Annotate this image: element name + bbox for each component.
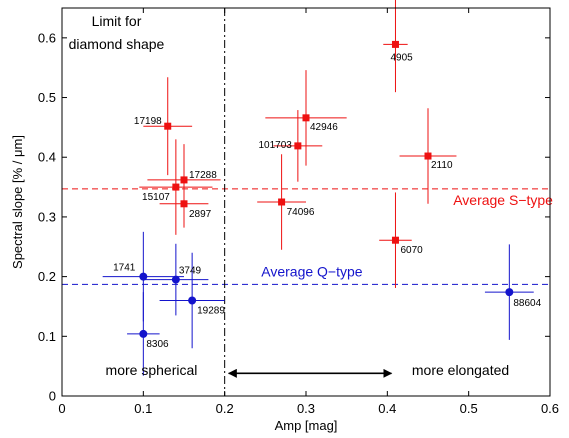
- point-label-4905: 4905: [390, 52, 413, 63]
- annotation-2-line-0: more elongated: [412, 362, 509, 378]
- data-points: [139, 40, 514, 338]
- point-labels: 17198 17288 15107 2897 101703 42946 74096 4905 2…: [113, 52, 541, 350]
- point-4905: [391, 40, 399, 48]
- ref-label-s_type: Average S−type: [453, 192, 553, 208]
- point-17198: [164, 122, 172, 130]
- point-8306: [139, 329, 148, 338]
- xtick-label-3: 0.3: [297, 401, 315, 416]
- point-19289: [188, 296, 197, 305]
- point-label-2897: 2897: [189, 209, 212, 220]
- point-label-3749: 3749: [179, 266, 202, 277]
- ytick-label-2: 0.2: [38, 269, 56, 284]
- annotations: Limit for diamond shape more spherical more…: [69, 13, 510, 378]
- ytick-label-5: 0.5: [38, 90, 56, 105]
- point-2110: [424, 152, 432, 160]
- point-6070: [391, 236, 399, 244]
- ytick-label-6: 0.6: [38, 30, 56, 45]
- point-label-88604: 88604: [513, 298, 541, 309]
- xtick-label-0: 0: [58, 401, 65, 416]
- annotation-0-line-0: Limit for: [92, 13, 142, 29]
- point-label-17288: 17288: [189, 170, 217, 181]
- ytick-label-1: 0.1: [38, 329, 56, 344]
- ytick-label-3: 0.3: [38, 209, 56, 224]
- ref-label-q_type: Average Q−type: [261, 263, 363, 279]
- point-88604: [505, 288, 514, 297]
- point-label-6070: 6070: [400, 245, 423, 256]
- annotation-1-line-0: more spherical: [106, 362, 198, 378]
- point-74096: [278, 198, 286, 206]
- ytick-label-4: 0.4: [38, 150, 56, 165]
- point-label-74096: 74096: [287, 207, 315, 218]
- point-label-1741: 1741: [113, 263, 136, 274]
- point-17288: [180, 176, 188, 184]
- point-label-17198: 17198: [134, 116, 162, 127]
- point-15107: [172, 183, 180, 191]
- point-42946: [302, 114, 310, 122]
- x-axis-title: Amp [mag]: [275, 418, 338, 433]
- xtick-label-4: 0.4: [378, 401, 396, 416]
- point-label-101703: 101703: [258, 140, 292, 151]
- point-101703: [294, 142, 302, 150]
- point-label-2110: 2110: [431, 160, 453, 171]
- annotation-0-line-1: diamond shape: [69, 36, 165, 52]
- xtick-label-2: 0.2: [216, 401, 234, 416]
- axes: 0 0.1 0.2 0.3 0.4 0.5 0.6 0 0.1 0.2 0.3 0.4 0.5 0.6 Am…: [10, 7, 559, 433]
- y-axis-title: Spectral slope [% / μm]: [10, 135, 25, 269]
- point-label-42946: 42946: [310, 122, 338, 133]
- point-label-15107: 15107: [142, 192, 170, 203]
- ytick-label-0: 0: [49, 389, 56, 404]
- point-2897: [180, 200, 188, 208]
- point-3749: [171, 275, 180, 284]
- point-label-19289: 19289: [197, 305, 225, 316]
- point-1741: [139, 272, 148, 281]
- xtick-label-6: 0.6: [541, 401, 559, 416]
- point-label-8306: 8306: [146, 339, 169, 350]
- xtick-label-1: 0.1: [134, 401, 152, 416]
- xtick-label-5: 0.5: [460, 401, 478, 416]
